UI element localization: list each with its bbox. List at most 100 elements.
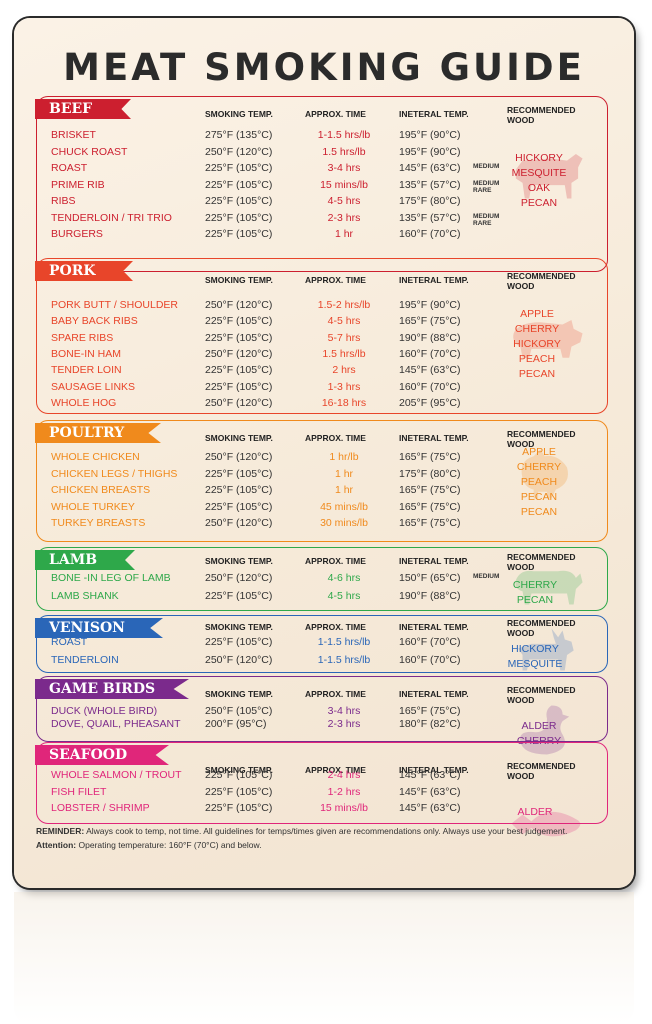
- meat-name: PORK BUTT / SHOULDER: [51, 299, 178, 311]
- smoking-temp-header: SMOKING TEMP.: [205, 433, 273, 443]
- wood-item: PECAN: [520, 197, 558, 209]
- smoking-temp-header: SMOKING TEMP.: [205, 556, 273, 566]
- wood-item: APPLE: [522, 446, 556, 458]
- internal-temp: 175°F (80°C): [399, 195, 461, 207]
- recommended-wood-header: RECOMMENDED WOOD: [507, 429, 576, 449]
- page-title: MEAT SMOKING GUIDE: [63, 46, 585, 89]
- meat-row: DOVE, QUAIL, PHEASANT 200°F (95°C) 2-3 hrs…: [37, 716, 607, 732]
- approx-time: 1 hr: [334, 484, 354, 496]
- meat-row: BONE -IN LEG OF LAMB 250°F (120°C) 4-6 hrs…: [37, 570, 607, 586]
- meat-row: FISH FILET 225°F (105°C) 1-2 hrs 145°F (63°…: [37, 784, 607, 800]
- wood-list: ALDER CHERRY: [489, 719, 589, 749]
- section-game-birds: GAME BIRDS SMOKING TEMP. APPROX. TIME INETE…: [35, 676, 608, 755]
- meat-row: PRIME RIB 225°F (105°C) 15 mins/lb 135°F (5…: [37, 177, 607, 194]
- meat-name: LOBSTER / SHRIMP: [51, 802, 150, 814]
- internal-temp: 160°F (70°C): [399, 228, 461, 240]
- internal-temp: 165°F (75°C): [399, 484, 461, 496]
- wood-item: CHERRY: [516, 735, 562, 747]
- approx-time: 1.5 hrs/lb: [322, 145, 366, 158]
- guide-board: MEAT SMOKING GUIDE BEEF SMOKING TEMP. APPR…: [14, 18, 634, 888]
- meat-row: BONE-IN HAM 250°F (120°C) 1.5 hrs/lb 160°F …: [37, 346, 607, 362]
- section-ribbon: PORK: [35, 261, 133, 281]
- approx-time: 1 hr: [334, 467, 354, 480]
- meat-name: WHOLE CHICKEN: [51, 451, 140, 463]
- deer-icon: [518, 628, 574, 671]
- internal-temp: 145°F (63°C): [399, 769, 461, 781]
- meat-name: PRIME RIB: [51, 178, 105, 191]
- cow-icon: [515, 154, 583, 199]
- wood-item: MESQUITE: [511, 167, 567, 179]
- approx-time: 1.5 hrs/lb: [322, 347, 366, 360]
- smoking-temp: 250°F (120°C): [205, 347, 273, 360]
- internal-temp: 145°F (63°C): [399, 785, 461, 798]
- wood-item: HICKORY: [515, 152, 563, 164]
- smoking-temp: 225°F (105°C): [205, 500, 273, 513]
- internal-temp-header: INETERAL TEMP.: [399, 622, 469, 632]
- section-ribbon: SEAFOOD: [35, 745, 169, 765]
- wood-list: CHERRY PECAN: [485, 578, 585, 608]
- approx-time-header: APPROX. TIME: [305, 109, 366, 119]
- meat-name: BABY BACK RIBS: [51, 315, 138, 328]
- approx-time: 5-7 hrs: [327, 331, 361, 344]
- approx-time: 1-2 hrs: [327, 785, 361, 798]
- board-reflection: [14, 892, 634, 1024]
- approx-time: 4-6 hrs: [327, 572, 361, 584]
- meat-row: ROAST 225°F (105°C) 1-1.5 hrs/lb 160°F (70°…: [37, 634, 607, 650]
- approx-time: 1.5-2 hrs/lb: [317, 299, 371, 311]
- wood-item: HICKORY: [511, 643, 559, 655]
- smoking-temp: 250°F (120°C): [205, 517, 273, 529]
- wood-list: HICKORY MESQUITE: [485, 642, 585, 672]
- internal-temp: 165°F (75°C): [399, 517, 461, 529]
- internal-temp: 135°F (57°C): [399, 211, 461, 224]
- approx-time-header: APPROX. TIME: [305, 765, 366, 775]
- smoking-temp: 225°F (105°C): [205, 484, 273, 496]
- meat-name: TENDERLOIN: [51, 653, 119, 666]
- wood-list: ALDER: [485, 805, 585, 820]
- smoking-temp: 225°F (105°C): [205, 162, 273, 174]
- meat-name: FISH FILET: [51, 785, 107, 798]
- smoking-temp: 250°F (120°C): [205, 572, 273, 584]
- internal-temp-header: INETERAL TEMP.: [399, 433, 469, 443]
- approx-time: 1-1.5 hrs/lb: [317, 129, 371, 141]
- smoking-temp: 275°F (135°C): [205, 129, 273, 141]
- approx-time: 2-3 hrs: [327, 211, 361, 224]
- approx-time-header: APPROX. TIME: [305, 622, 366, 632]
- meat-name: BRISKET: [51, 129, 96, 141]
- meat-row: RIBS 225°F (105°C) 4-5 hrs 175°F (80°C): [37, 193, 607, 209]
- approx-time: 4-5 hrs: [327, 195, 361, 207]
- meat-row: LAMB SHANK 225°F (105°C) 4-5 hrs 190°F (88°…: [37, 588, 607, 604]
- internal-temp: 160°F (70°C): [399, 347, 461, 360]
- internal-temp: 165°F (75°C): [399, 315, 461, 328]
- meat-row: ROAST 225°F (105°C) 3-4 hrs 145°F (63°C) MED…: [37, 160, 607, 176]
- smoking-temp: 225°F (105°C): [205, 802, 273, 814]
- approx-time: 1 hr/lb: [329, 451, 359, 463]
- internal-temp: 175°F (80°C): [399, 467, 461, 480]
- approx-time-header: APPROX. TIME: [305, 556, 366, 566]
- internal-temp: 195°F (90°C): [399, 145, 461, 158]
- internal-temp: 165°F (75°C): [399, 451, 461, 463]
- meat-row: LOBSTER / SHRIMP 225°F (105°C) 15 mins/lb 1…: [37, 800, 607, 816]
- smoking-temp: 250°F (120°C): [205, 451, 273, 463]
- section-ribbon: LAMB: [35, 550, 135, 570]
- meat-name: CHICKEN LEGS / THIGHS: [51, 467, 178, 480]
- fish-icon: [511, 811, 581, 837]
- wood-list: HICKORY MESQUITE OAK PECAN: [489, 151, 589, 211]
- approx-time: 3-4 hrs: [327, 705, 361, 717]
- wood-item: CHERRY: [514, 323, 560, 335]
- recommended-wood-header: RECOMMENDED WOOD: [507, 685, 576, 705]
- wood-item: MESQUITE: [507, 658, 563, 670]
- approx-time: 45 mins/lb: [320, 500, 368, 513]
- meat-row: WHOLE CHICKEN 250°F (120°C) 1 hr/lb 165°F (…: [37, 449, 607, 465]
- approx-time-header: APPROX. TIME: [305, 275, 366, 285]
- internal-temp: 145°F (63°C): [399, 162, 461, 174]
- meat-name: TENDER LOIN: [51, 364, 122, 377]
- section-venison: VENISON SMOKING TEMP. APPROX. TIME INETERAL…: [35, 615, 608, 673]
- meat-name: DUCK (WHOLE BIRD): [51, 705, 158, 717]
- smoking-temp: 225°F (105°C): [205, 785, 273, 798]
- doneness-note: MEDIUM: [473, 573, 500, 580]
- smoking-temp: 225°F (105°C): [205, 331, 273, 344]
- approx-time: 4-5 hrs: [327, 315, 361, 328]
- wood-item: ALDER: [517, 806, 553, 818]
- smoking-temp: 225°F (105°C): [205, 228, 273, 240]
- meat-name: WHOLE HOG: [51, 396, 117, 409]
